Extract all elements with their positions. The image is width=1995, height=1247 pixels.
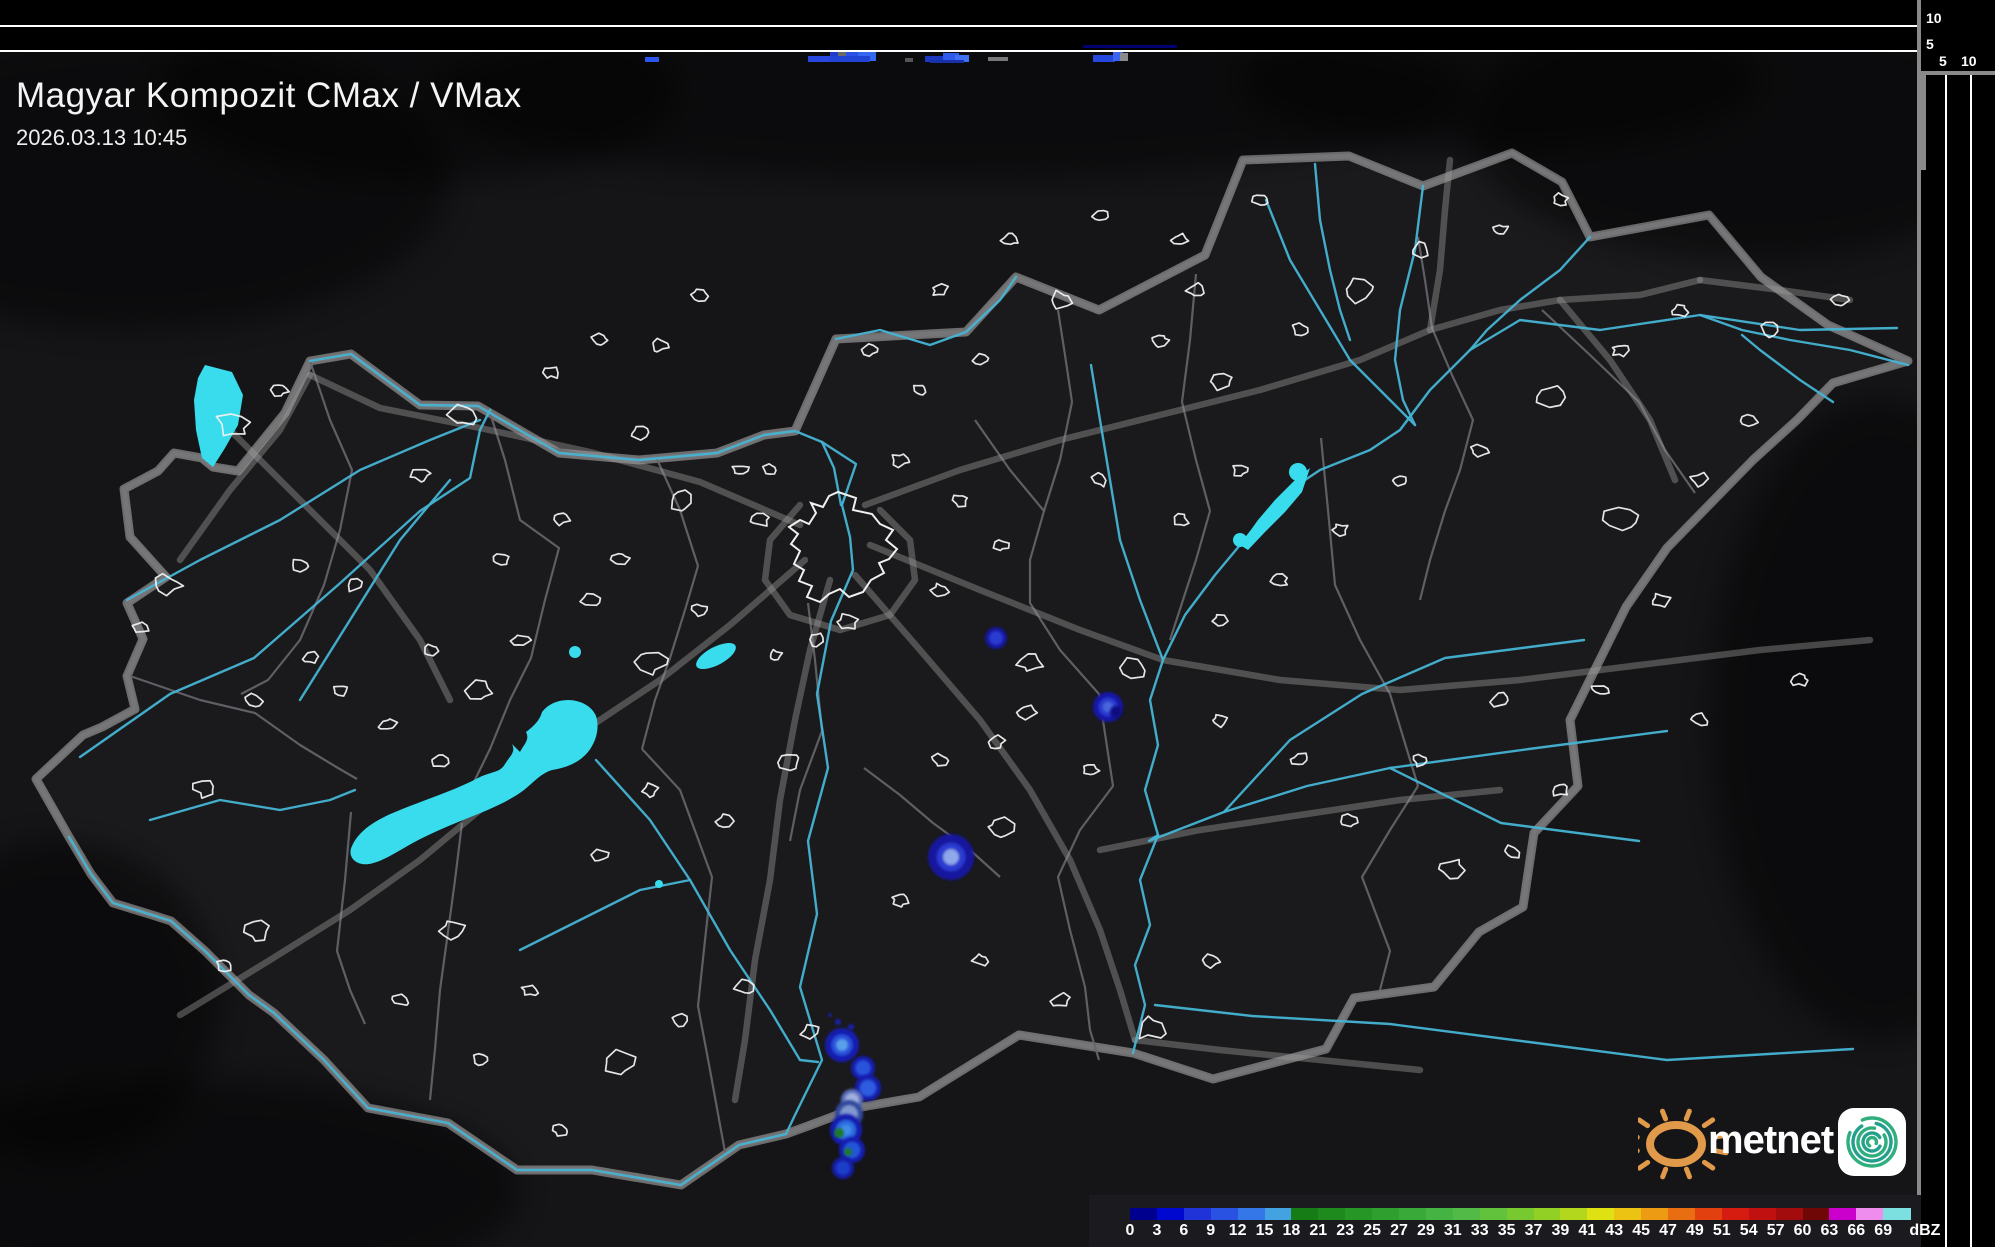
legend-tick: 25 <box>1363 1222 1381 1239</box>
legend-tick: 37 <box>1524 1222 1543 1239</box>
lake-balaton <box>350 700 598 865</box>
legend-segment <box>1156 1208 1185 1220</box>
legend-segment <box>1479 1208 1508 1220</box>
timeline-strip-2[interactable] <box>0 27 1921 52</box>
legend-segment <box>1721 1208 1750 1220</box>
strip2-axis-label: 5 <box>1926 36 1934 52</box>
legend-segment <box>1533 1208 1561 1220</box>
legend-segment <box>1560 1208 1588 1220</box>
legend-segment <box>1264 1208 1292 1220</box>
panel-divider <box>1921 71 1995 75</box>
legend-tick: 39 <box>1551 1222 1570 1239</box>
legend-segment <box>1856 1208 1884 1220</box>
strip1-axis-label: 10 <box>1926 10 1942 26</box>
legend-tick: 6 <box>1179 1222 1189 1239</box>
legend-segment <box>1883 1208 1911 1220</box>
legend-tick: 49 <box>1685 1222 1704 1239</box>
logo-graphics <box>1638 1108 1906 1180</box>
legend-tick: 57 <box>1766 1222 1785 1239</box>
legend-tick: 54 <box>1739 1222 1758 1239</box>
vertical-profile-panel[interactable]: 10 5 5 10 <box>1917 0 1995 1247</box>
legend-segment <box>1183 1208 1212 1220</box>
legend-tick: 3 <box>1152 1222 1162 1239</box>
legend-unit: dBZ <box>1909 1222 1941 1239</box>
page-title: Magyar Kompozit CMax / VMax <box>16 76 522 115</box>
logo-text: metnet <box>1708 1118 1834 1162</box>
legend-segment <box>1748 1208 1777 1220</box>
panel-axis-label-5: 5 <box>1939 53 1947 69</box>
legend-segment <box>1802 1208 1830 1220</box>
legend-segment <box>1210 1208 1239 1220</box>
timeline-strip-1[interactable] <box>0 0 1921 27</box>
legend-segment <box>1452 1208 1481 1220</box>
panel-axis-label-10: 10 <box>1961 53 1977 69</box>
legend-segment <box>1775 1208 1803 1220</box>
legend-tick: 43 <box>1605 1222 1624 1239</box>
legend-segment <box>1291 1208 1319 1220</box>
timestamp: 2026.03.13 10:45 <box>16 125 188 150</box>
metnet-logo[interactable]: metnet <box>1638 1100 1918 1190</box>
legend-tick: 0 <box>1125 1222 1135 1239</box>
legend-tick: 66 <box>1847 1222 1866 1239</box>
legend-tick: 45 <box>1632 1222 1650 1239</box>
legend-segment <box>1237 1208 1265 1220</box>
legend-segment <box>1694 1208 1723 1220</box>
spiral-app-icon <box>1838 1108 1906 1176</box>
legend-tick: 63 <box>1820 1222 1839 1239</box>
legend-tick: 47 <box>1659 1222 1677 1239</box>
legend-segment <box>1641 1208 1669 1220</box>
legend-segment <box>1829 1208 1857 1220</box>
legend-tick: 12 <box>1228 1222 1247 1239</box>
title-block: Magyar Kompozit CMax / VMax 2026.03.13 1… <box>16 76 522 151</box>
county-borders <box>129 236 1696 1153</box>
legend-tick: 60 <box>1793 1222 1812 1239</box>
legend-tick: 33 <box>1470 1222 1489 1239</box>
legend-segment <box>1587 1208 1615 1220</box>
legend-tick: 29 <box>1416 1222 1435 1239</box>
legend-tick: 41 <box>1578 1222 1597 1239</box>
legend-segment <box>1372 1208 1400 1220</box>
legend-tick: 21 <box>1309 1222 1328 1239</box>
legend-tick: 35 <box>1497 1222 1516 1239</box>
legend-segment <box>1130 1208 1158 1220</box>
road-network <box>176 156 1874 1104</box>
legend-segment <box>1318 1208 1346 1220</box>
legend-tick: 9 <box>1206 1222 1216 1239</box>
legend-segment <box>1506 1208 1534 1220</box>
legend-tick: 27 <box>1390 1222 1408 1239</box>
legend-segment <box>1345 1208 1373 1220</box>
radar-echoes <box>645 50 1128 1179</box>
legend-tick: 18 <box>1282 1222 1301 1239</box>
lake-velence <box>696 642 736 670</box>
legend-tick: 15 <box>1255 1222 1274 1239</box>
budapest-outline <box>787 490 899 604</box>
legend-tick: 23 <box>1336 1222 1355 1239</box>
legend-tick: 51 <box>1712 1222 1731 1239</box>
legend-segment <box>1614 1208 1642 1220</box>
legend-segment <box>1668 1208 1696 1220</box>
sun-icon <box>1638 1108 1729 1180</box>
panel-scroll-thumb[interactable] <box>1917 75 1926 170</box>
legend-tick: 69 <box>1874 1222 1893 1239</box>
legend-segment <box>1425 1208 1454 1220</box>
panel-gridline <box>1970 75 1972 1247</box>
dbz-color-legend: 0 3 6 9 12 15 18 21 23 25 27 29 31 33 35 37 39 41 43 45 47 49… <box>1089 1195 1940 1247</box>
lake-tisza <box>1240 468 1310 550</box>
legend-tick: 31 <box>1443 1222 1462 1239</box>
panel-gridline <box>1945 75 1947 1247</box>
legend-segment <box>1399 1208 1427 1220</box>
city-outlines <box>131 192 1851 1137</box>
timeline-echo-mark <box>1083 45 1177 48</box>
